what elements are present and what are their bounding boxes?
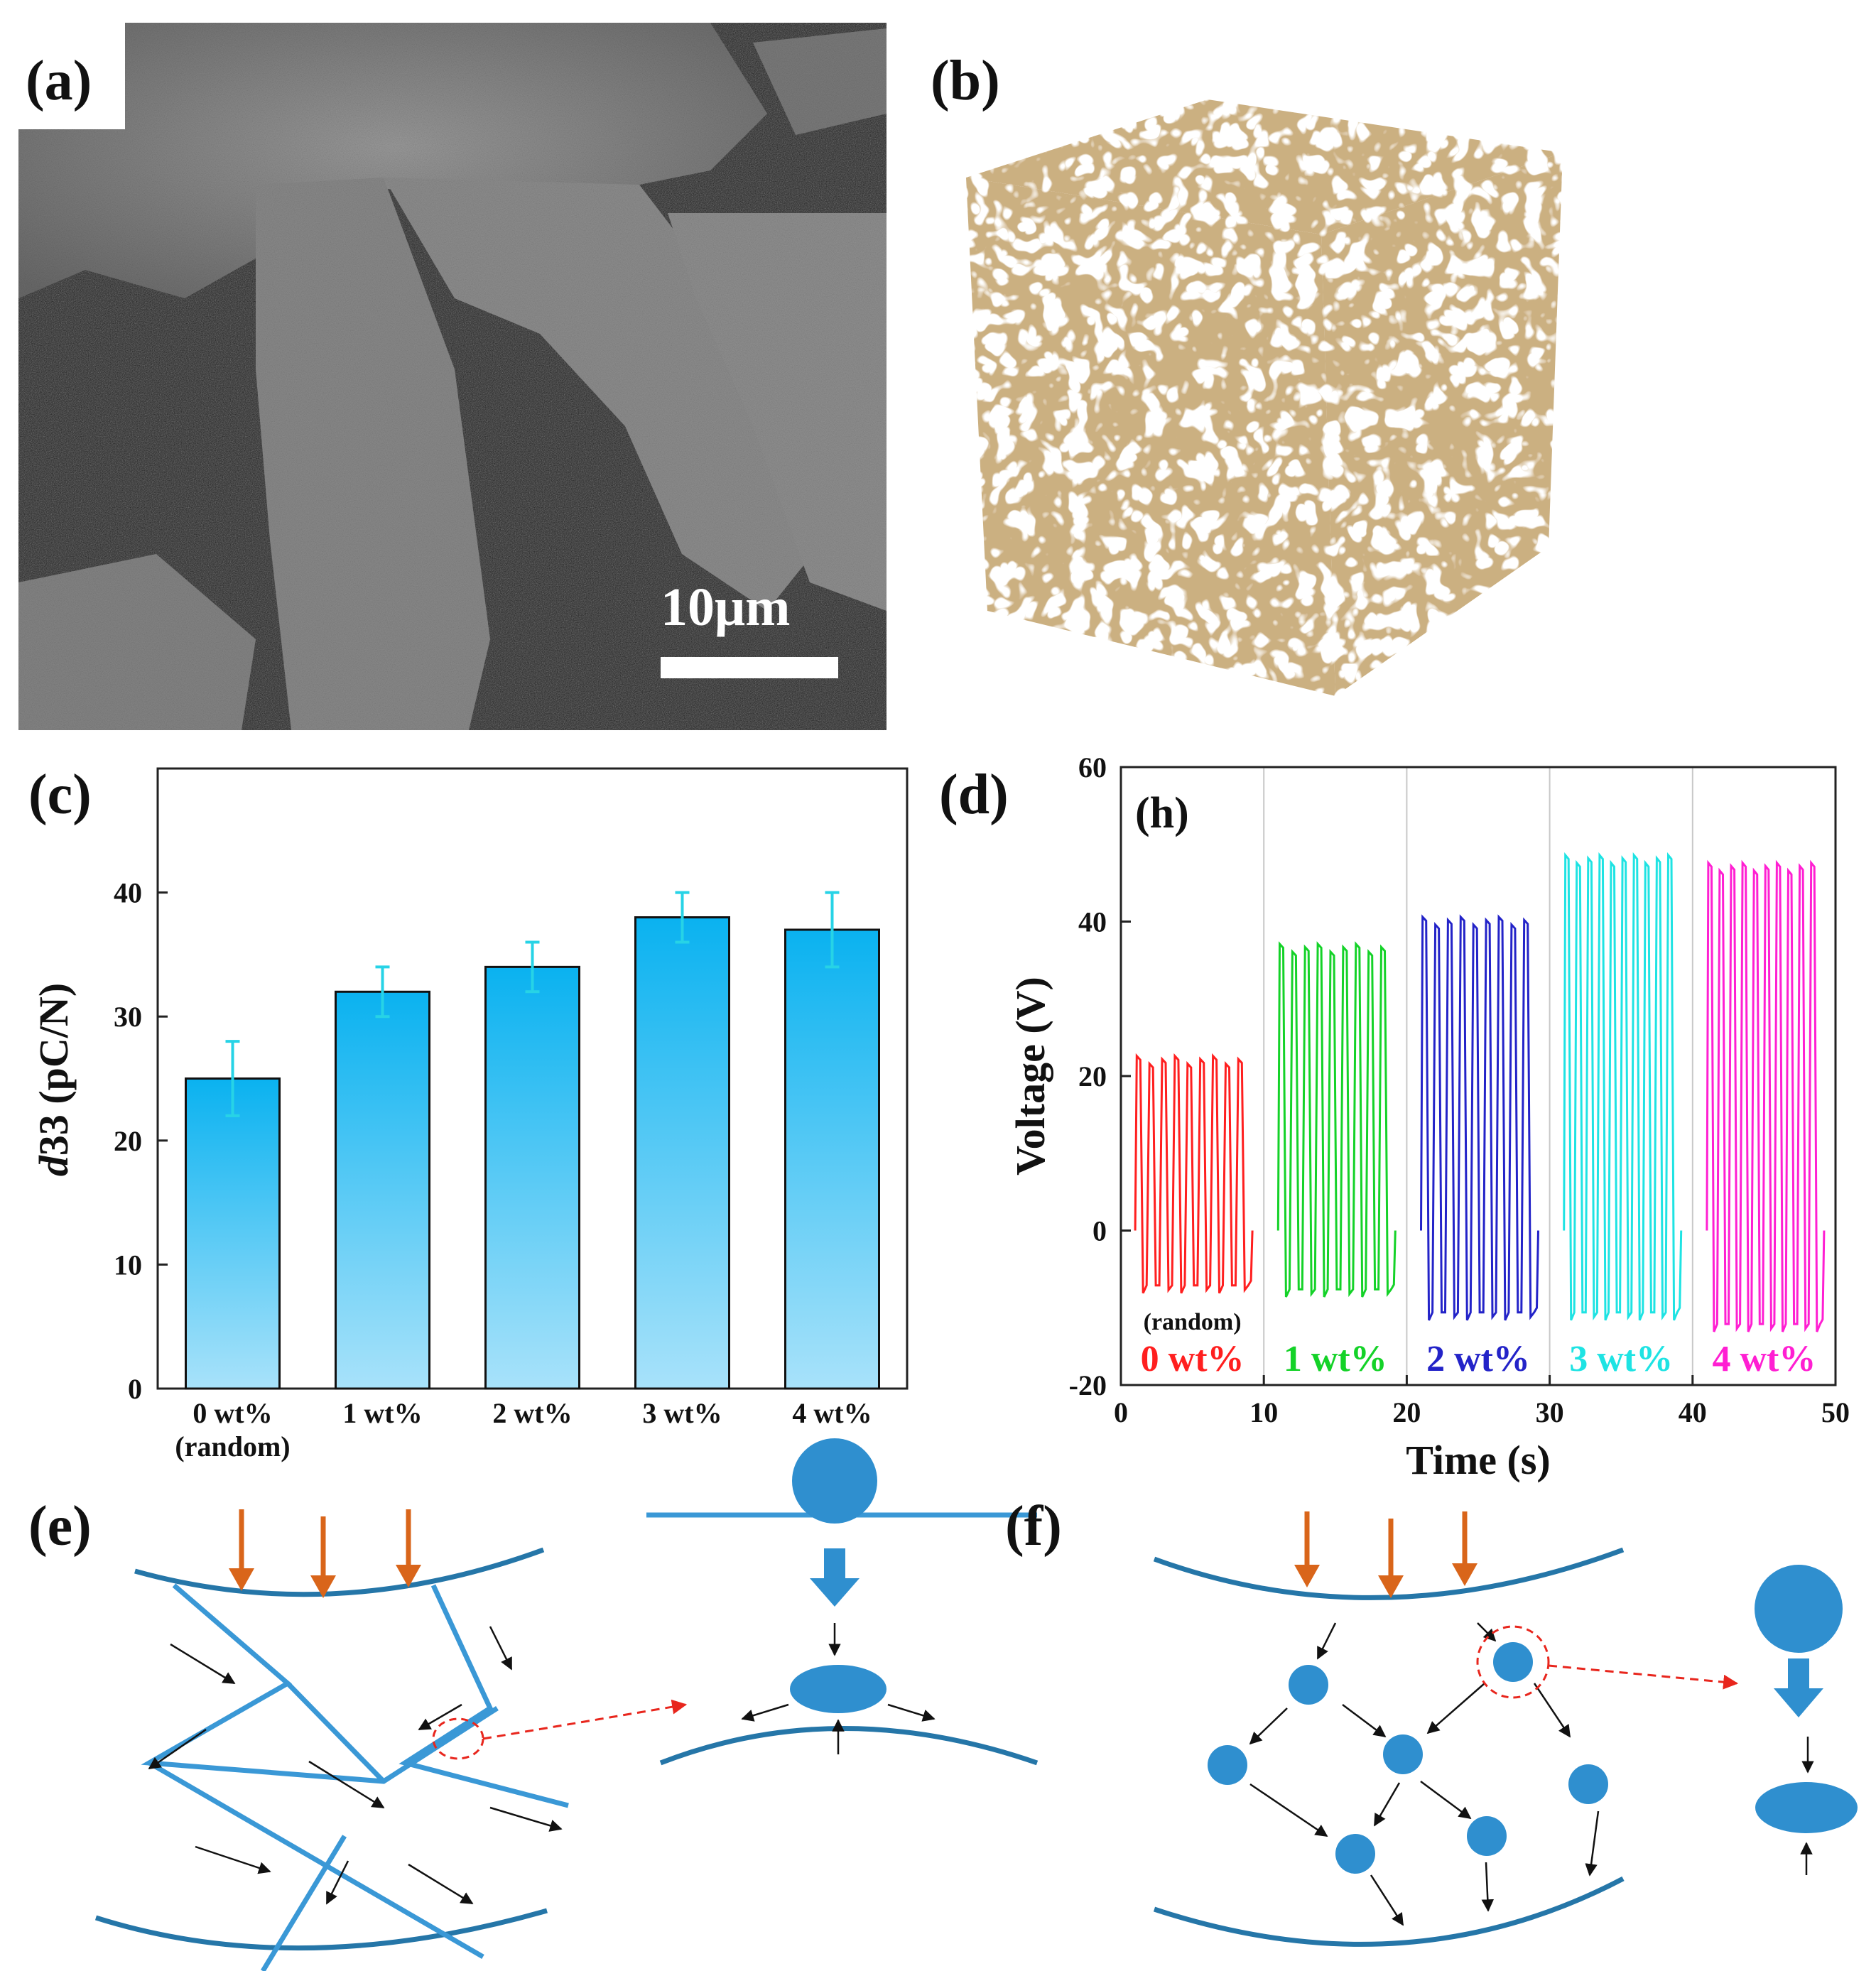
- y-axis-title: Voltage (V): [1007, 977, 1053, 1175]
- voltage-trace: [1563, 852, 1683, 1321]
- x-tick-label: 40: [1679, 1396, 1707, 1428]
- fiber-network: [141, 1583, 569, 1971]
- bar: [335, 990, 430, 1390]
- scale-bar: [661, 657, 838, 678]
- y-axis-ticks: -20 0 20 40 60: [1069, 751, 1131, 1401]
- zoom-bottom-fiber: [659, 1726, 1039, 1766]
- voltage-trace: [1420, 914, 1539, 1321]
- series-label: 4 wt%: [1712, 1339, 1816, 1379]
- y-tick-label: 30: [114, 1001, 142, 1033]
- x-tick-label: 0: [1114, 1396, 1128, 1428]
- bar: [484, 965, 580, 1390]
- x-tick-label: 1 wt%: [342, 1397, 422, 1429]
- panel-c-bar-chart: (c) 0 10 20 30 40 0 wt%(random) 1 wt% 2 wt% 3 w…: [28, 764, 909, 1462]
- y-axis-ticks: 0 10 20 30 40: [114, 877, 168, 1405]
- highlight-pointer: [1548, 1664, 1739, 1690]
- zoom-right-arrow: [887, 1703, 936, 1722]
- zoom-arrow-head: [1774, 1688, 1823, 1717]
- particles: [1208, 1642, 1608, 1874]
- cube-top: [966, 99, 1563, 234]
- voltage-trace: [1276, 941, 1397, 1298]
- voltage-trace: [1706, 859, 1826, 1332]
- y-axis-title-rest: 33 (pC/N): [31, 983, 77, 1156]
- transfer-arrows: [1249, 1622, 1600, 1926]
- x-tick-sublabel: (random): [175, 1430, 290, 1462]
- panel-e-label: (e): [28, 1495, 92, 1558]
- bars: [185, 891, 880, 1390]
- x-tick-label: 30: [1536, 1396, 1564, 1428]
- x-tick-label: 10: [1249, 1396, 1278, 1428]
- zoom-arrow-shaft: [1788, 1658, 1809, 1688]
- x-tick-label: 2 wt%: [492, 1397, 572, 1429]
- y-tick-label: 40: [114, 877, 142, 909]
- y-tick-label: 60: [1078, 751, 1107, 783]
- x-axis-ticks: 0 10 20 30 40 50: [1114, 1375, 1850, 1428]
- force-arrows: [1294, 1511, 1478, 1598]
- panel-c-label: (c): [28, 764, 92, 826]
- bar: [634, 916, 730, 1390]
- panel-a-label: (a): [26, 50, 92, 112]
- zoom-compressed-particle: [1755, 1782, 1858, 1833]
- x-axis-labels: 0 wt%(random) 1 wt% 2 wt% 3 wt% 4 wt%: [175, 1397, 872, 1462]
- panel-f-schematic: (f): [1005, 1495, 1858, 1947]
- y-tick-label: 40: [1078, 906, 1107, 938]
- panel-d-label: (d): [939, 764, 1009, 826]
- highlight-circle: [1476, 1625, 1550, 1699]
- bottom-plate: [1153, 1876, 1625, 1947]
- zoom-left-arrow: [741, 1703, 789, 1722]
- y-tick-label: 0: [1092, 1215, 1107, 1247]
- panel-b: (b): [931, 50, 1563, 696]
- scale-bar-label: 10μm: [661, 577, 790, 637]
- x-axis-title: Time (s): [1406, 1437, 1551, 1483]
- zoom-arrow-shaft: [824, 1548, 845, 1578]
- series-label: 2 wt%: [1426, 1339, 1530, 1379]
- foam-cube: [966, 99, 1563, 696]
- cube-front: [966, 178, 1335, 696]
- series-label: 0 wt%: [1141, 1339, 1245, 1379]
- series-sublabel: (random): [1144, 1309, 1242, 1335]
- cube-side: [1321, 153, 1563, 696]
- top-plate: [1153, 1547, 1625, 1600]
- y-axis-title-italic: d: [31, 1155, 77, 1176]
- y-tick-label: -20: [1069, 1369, 1107, 1401]
- segment-dividers: [1263, 767, 1693, 1385]
- panel-e-schematic: (e): [28, 1438, 1039, 1971]
- highlight-pointer: [482, 1699, 688, 1740]
- x-tick-label: 50: [1821, 1396, 1850, 1428]
- series-label: 3 wt%: [1569, 1339, 1673, 1379]
- panel-a: (a) 10μm: [18, 23, 887, 730]
- zoom-particle: [1755, 1565, 1843, 1653]
- panel-b-label: (b): [931, 50, 1000, 112]
- voltage-traces: [1134, 852, 1826, 1332]
- y-tick-label: 20: [1078, 1060, 1107, 1092]
- force-arrows: [229, 1509, 421, 1598]
- bar: [784, 928, 880, 1390]
- x-tick-label: 3 wt%: [642, 1397, 722, 1429]
- series-label: 1 wt%: [1284, 1339, 1387, 1379]
- zoom-compressed-particle: [790, 1665, 887, 1713]
- voltage-trace: [1134, 1053, 1254, 1294]
- x-tick-label: 0 wt%: [193, 1397, 272, 1429]
- bar: [185, 1077, 281, 1390]
- zoom-arrow-head: [810, 1578, 860, 1607]
- inset-label: (h): [1135, 789, 1189, 837]
- stress-arrows: [148, 1626, 563, 1905]
- x-tick-label: 4 wt%: [792, 1397, 872, 1429]
- x-tick-label: 20: [1392, 1396, 1421, 1428]
- sem-fibers: [18, 23, 887, 730]
- zoom-particle: [792, 1438, 877, 1524]
- panel-f-label: (f): [1005, 1495, 1062, 1558]
- label-backdrop: [18, 23, 125, 129]
- y-tick-label: 10: [114, 1249, 142, 1281]
- y-tick-label: 0: [128, 1373, 142, 1405]
- series-labels: 0 wt% (random) 1 wt% 2 wt% 3 wt% 4 wt%: [1141, 1309, 1816, 1379]
- y-tick-label: 20: [114, 1125, 142, 1157]
- top-plate: [134, 1547, 545, 1597]
- y-axis-title: d33 (pC/N): [31, 983, 77, 1176]
- bottom-plate: [94, 1908, 548, 1951]
